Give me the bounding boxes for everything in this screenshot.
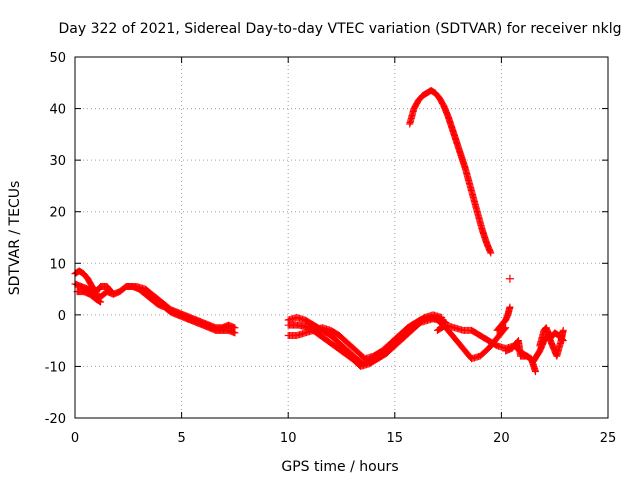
x-tick-label: 20 xyxy=(493,431,510,446)
y-tick-label: 40 xyxy=(49,103,66,118)
x-tick-label: 25 xyxy=(600,431,617,446)
y-tick-label: 0 xyxy=(58,309,66,324)
y-tick-label: 50 xyxy=(49,51,66,66)
plot-frame xyxy=(74,56,609,419)
x-tick-label: 0 xyxy=(71,431,79,446)
x-tick-label: 15 xyxy=(387,431,404,446)
series-trace-l xyxy=(536,324,567,350)
chart-title: Day 322 of 2021, Sidereal Day-to-day VTE… xyxy=(59,21,622,37)
series-trace-j xyxy=(493,303,514,334)
series-trace-d xyxy=(124,282,239,332)
series-trace-h xyxy=(406,87,495,257)
y-tick-label: -20 xyxy=(45,412,66,427)
series-trace-c xyxy=(73,288,105,306)
y-tick-label: -10 xyxy=(45,360,66,375)
grid xyxy=(75,57,608,418)
marker-path xyxy=(406,87,495,257)
y-axis-label: SDTVAR / TECUs xyxy=(7,181,23,296)
y-tick-label: 20 xyxy=(49,206,66,221)
series-trace-f xyxy=(284,311,446,363)
axis-ticks: 0 5 10 15 20 25 -20 -10 0 10 20 30 40 50 xyxy=(45,51,617,446)
series-trace-g xyxy=(284,313,450,370)
data-series xyxy=(71,87,567,376)
x-tick-label: 5 xyxy=(177,431,185,446)
x-tick-label: 10 xyxy=(280,431,297,446)
y-tick-label: 10 xyxy=(49,257,66,272)
y-tick-label: 30 xyxy=(49,154,66,169)
series-trace-m xyxy=(505,274,514,283)
x-axis-label: GPS time / hours xyxy=(281,459,398,475)
